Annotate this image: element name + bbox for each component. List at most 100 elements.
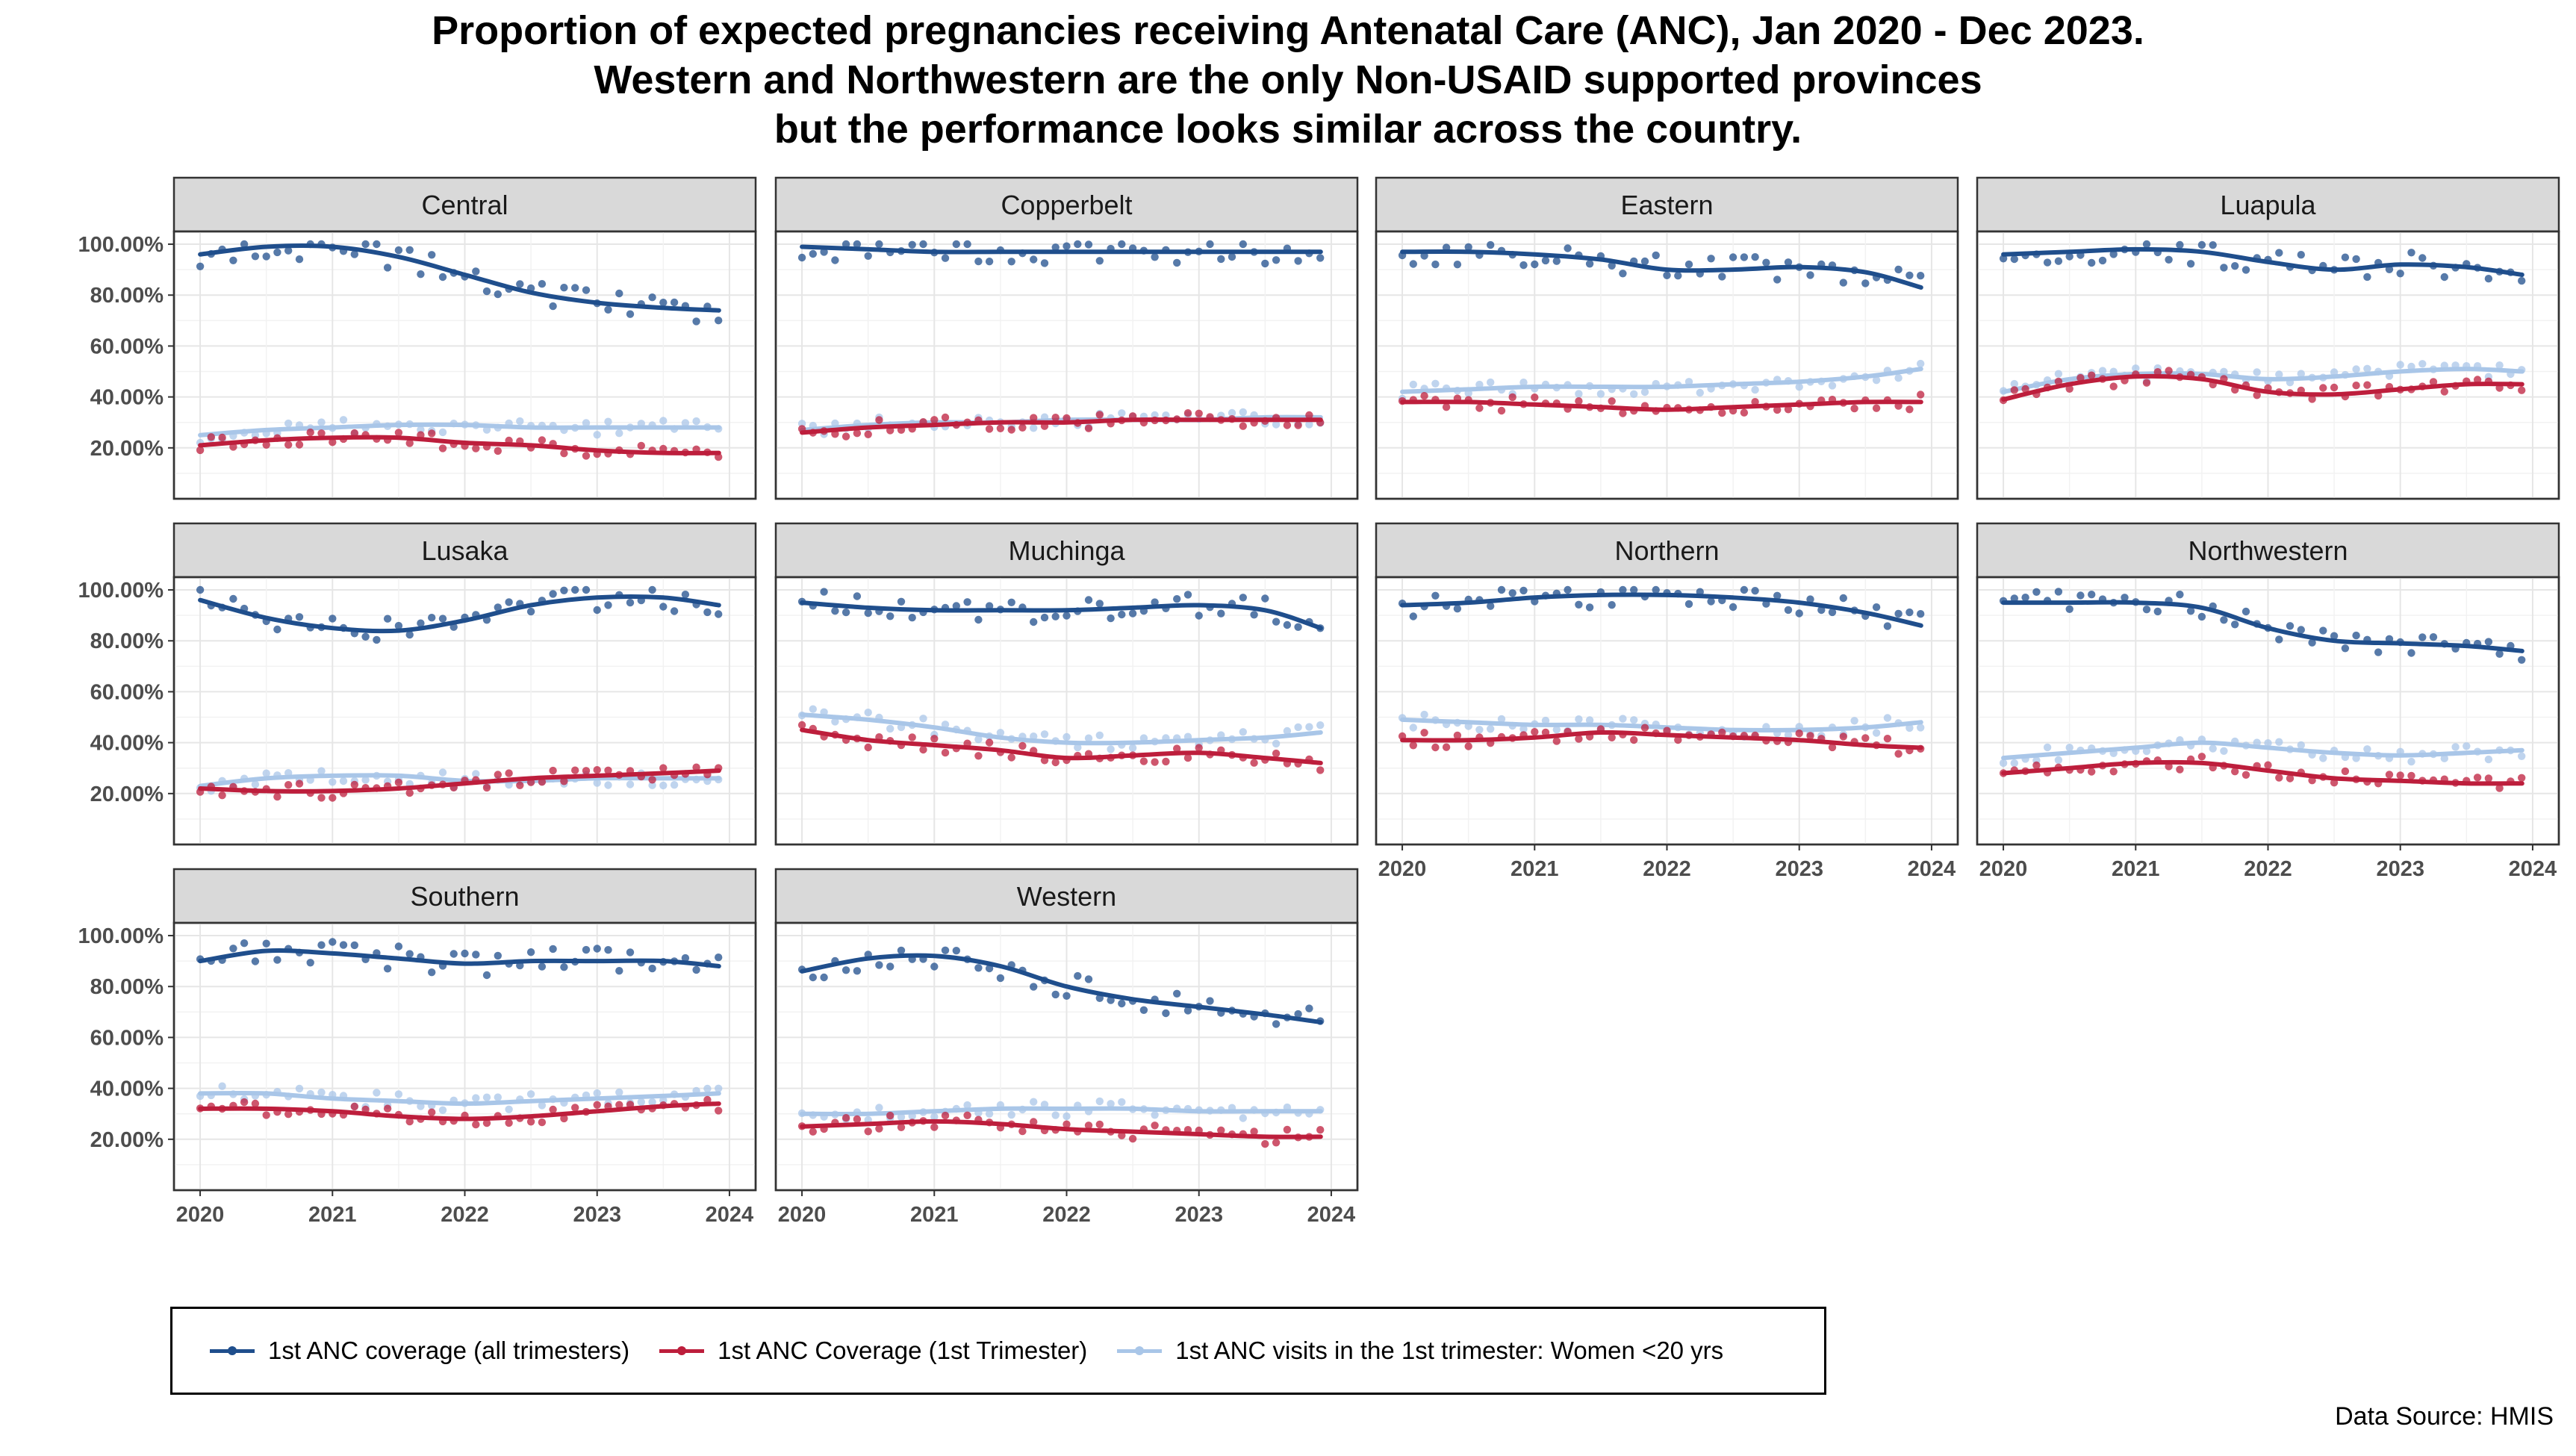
data-point: [482, 971, 491, 980]
panel-northern: Northern 2020 2021 2022 2023 2024: [1375, 522, 1959, 881]
data-point: [560, 1114, 568, 1123]
data-point: [2407, 249, 2415, 257]
data-point: [1107, 996, 1115, 1004]
data-point: [2429, 378, 2438, 386]
data-point: [820, 588, 828, 596]
data-point: [797, 721, 806, 729]
x-tick-label: 2021: [1511, 857, 1559, 881]
data-point: [809, 705, 818, 713]
data-point: [1630, 716, 1638, 724]
data-point: [841, 432, 850, 441]
data-point: [1084, 424, 1093, 432]
data-point: [1630, 390, 1638, 398]
data-point: [2297, 370, 2305, 378]
data-point: [417, 619, 425, 627]
data-point: [2231, 768, 2239, 776]
panel-central: Central 20.00% 40.00% 60.00% 80.00% 100.00%: [78, 176, 757, 500]
data-point: [1063, 1112, 1071, 1121]
data-point: [1839, 732, 1847, 741]
data-point: [985, 1110, 994, 1118]
data-point: [2065, 605, 2073, 613]
trend-line: [800, 1119, 1323, 1139]
y-tick-label: 40.00%: [90, 1077, 164, 1101]
data-point: [1729, 253, 1737, 261]
panel-strip: [1375, 176, 1959, 233]
data-point: [1487, 378, 1495, 387]
data-point: [2363, 364, 2371, 373]
panel-title: Muchinga: [1008, 535, 1125, 566]
data-point: [482, 1119, 491, 1127]
data-point: [1585, 716, 1594, 724]
data-point: [809, 249, 818, 258]
data-point: [1173, 258, 1181, 267]
x-tick-label: 2022: [1042, 1203, 1091, 1227]
data-point: [715, 610, 723, 618]
data-point: [1431, 743, 1440, 752]
data-point: [1795, 609, 1803, 617]
data-point: [831, 718, 839, 726]
data-point: [615, 289, 623, 298]
data-point: [715, 1084, 723, 1093]
data-point: [1519, 586, 1528, 595]
data-point: [864, 743, 872, 752]
data-point: [284, 419, 293, 428]
data-point: [2518, 774, 2526, 783]
data-point: [930, 962, 939, 971]
trend-line: [2001, 246, 2524, 277]
panel-strip: [1976, 176, 2560, 233]
data-point: [1475, 726, 1484, 734]
data-point: [251, 252, 260, 261]
data-point: [494, 447, 502, 455]
panel-strip: [774, 176, 1359, 233]
plot-border: [1976, 230, 2560, 500]
data-point: [538, 436, 547, 444]
data-point: [273, 792, 281, 801]
data-source-note: Data Source: HMIS: [2335, 1402, 2554, 1431]
data-point: [284, 1110, 293, 1119]
data-point: [2341, 253, 2350, 261]
data-point: [1773, 276, 1782, 284]
data-point: [1531, 393, 1539, 402]
data-point: [715, 953, 723, 962]
data-point: [571, 1104, 579, 1112]
data-point: [1007, 598, 1015, 606]
data-point: [1999, 255, 2008, 263]
data-point: [2109, 768, 2118, 776]
data-point: [2341, 767, 2350, 776]
data-point: [2121, 594, 2129, 602]
data-point: [2010, 379, 2018, 388]
data-point: [1107, 1100, 1115, 1108]
data-point: [317, 418, 326, 426]
data-point: [1608, 261, 1616, 270]
y-tick-label: 40.00%: [90, 732, 164, 756]
data-point: [1696, 388, 1704, 397]
data-point: [1294, 421, 1302, 429]
data-point: [428, 968, 436, 977]
data-point: [886, 962, 895, 971]
data-point: [405, 950, 414, 958]
data-point: [1630, 585, 1638, 594]
data-point: [875, 1124, 883, 1133]
data-point: [648, 964, 656, 973]
data-point: [864, 430, 872, 438]
data-point: [461, 949, 469, 958]
data-point: [2253, 391, 2261, 399]
series-anc-all: [196, 938, 723, 980]
data-point: [692, 763, 700, 771]
data-point: [2054, 257, 2063, 265]
data-point: [306, 959, 314, 967]
legend-label-anc-first-trimester: 1st ANC Coverage (1st Trimester): [718, 1337, 1088, 1364]
panel-title: Western: [1017, 881, 1116, 912]
data-point: [2032, 588, 2041, 596]
data-point: [930, 735, 939, 743]
data-point: [350, 250, 358, 258]
data-point: [1074, 743, 1082, 752]
data-point: [1316, 721, 1325, 729]
y-tick-label: 60.00%: [90, 680, 164, 704]
x-tick-label: 2024: [706, 1203, 754, 1227]
data-point: [1508, 393, 1516, 402]
data-point: [1784, 258, 1793, 267]
data-point: [1040, 730, 1049, 738]
data-point: [1283, 421, 1292, 429]
data-point: [593, 779, 601, 787]
